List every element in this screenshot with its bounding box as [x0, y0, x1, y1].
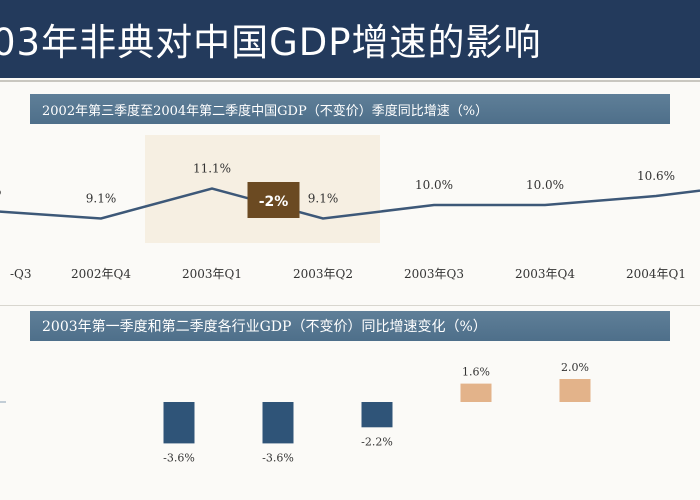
bar-data-label: -2.2% [361, 435, 393, 448]
gdp-growth-line [0, 187, 700, 220]
bar-data-label: 1.6% [462, 366, 490, 379]
industry-bar [559, 379, 591, 402]
x-tick-label: 2002年Q4 [71, 267, 131, 281]
section-divider [0, 305, 700, 306]
x-tick-label: 2003年Q3 [404, 267, 464, 281]
line-data-label: % [0, 184, 1, 198]
x-tick-label: 2003年Q2 [293, 267, 353, 281]
line-data-label: 11.1% [193, 162, 231, 176]
x-tick-label: 2004年Q1 [626, 267, 686, 281]
x-tick-label: 2003年Q1 [182, 267, 242, 281]
x-tick-label: 2003年Q4 [515, 267, 575, 281]
dip-callout-label: -2% [259, 194, 289, 210]
line-data-label: 10.0% [415, 178, 453, 192]
line-chart-svg: % 9.1% 11.1% 9.1% 10.0% 10.0% 10.6% -Q3 2002年Q4 2… [0, 135, 700, 281]
industry-bar [163, 402, 195, 444]
industry-bar [262, 402, 294, 444]
line-data-label: 10.6% [637, 169, 675, 183]
x-tick-label: -Q3 [10, 267, 32, 281]
bar-data-label: -3.6% [163, 451, 195, 464]
industry-bar [460, 383, 492, 402]
title-divider [0, 80, 700, 82]
bar-chart-title: 2003年第一季度和第二季度各行业GDP（不变价）同比增速变化（%） [30, 311, 670, 341]
line-chart-title: 2002年第三季度至2004年第二季度中国GDP（不变价）季度同比增速（%） [30, 94, 670, 124]
line-data-label: 9.1% [86, 192, 117, 206]
gdp-growth-line-chart: % 9.1% 11.1% 9.1% 10.0% 10.0% 10.6% -Q3 2002年Q4 2… [0, 130, 700, 305]
page-title: 03年非典对中国GDP增速的影响 [0, 21, 542, 64]
line-data-label: 9.1% [308, 192, 339, 206]
line-data-label: 10.0% [526, 178, 564, 192]
industry-gdp-bar-chart: -3.6%-3.6%-2.2%1.6%2.0%-2.0%-1.7% [0, 345, 700, 500]
page-title-bar: 03年非典对中国GDP增速的影响 [0, 0, 700, 78]
bar-data-label: -3.6% [262, 451, 294, 464]
industry-bar [361, 402, 393, 428]
dip-callout-box [247, 182, 300, 218]
bar-data-label: 2.0% [561, 361, 589, 374]
bar-chart-svg: -3.6%-3.6%-2.2%1.6%2.0%-2.0%-1.7% [0, 361, 591, 464]
